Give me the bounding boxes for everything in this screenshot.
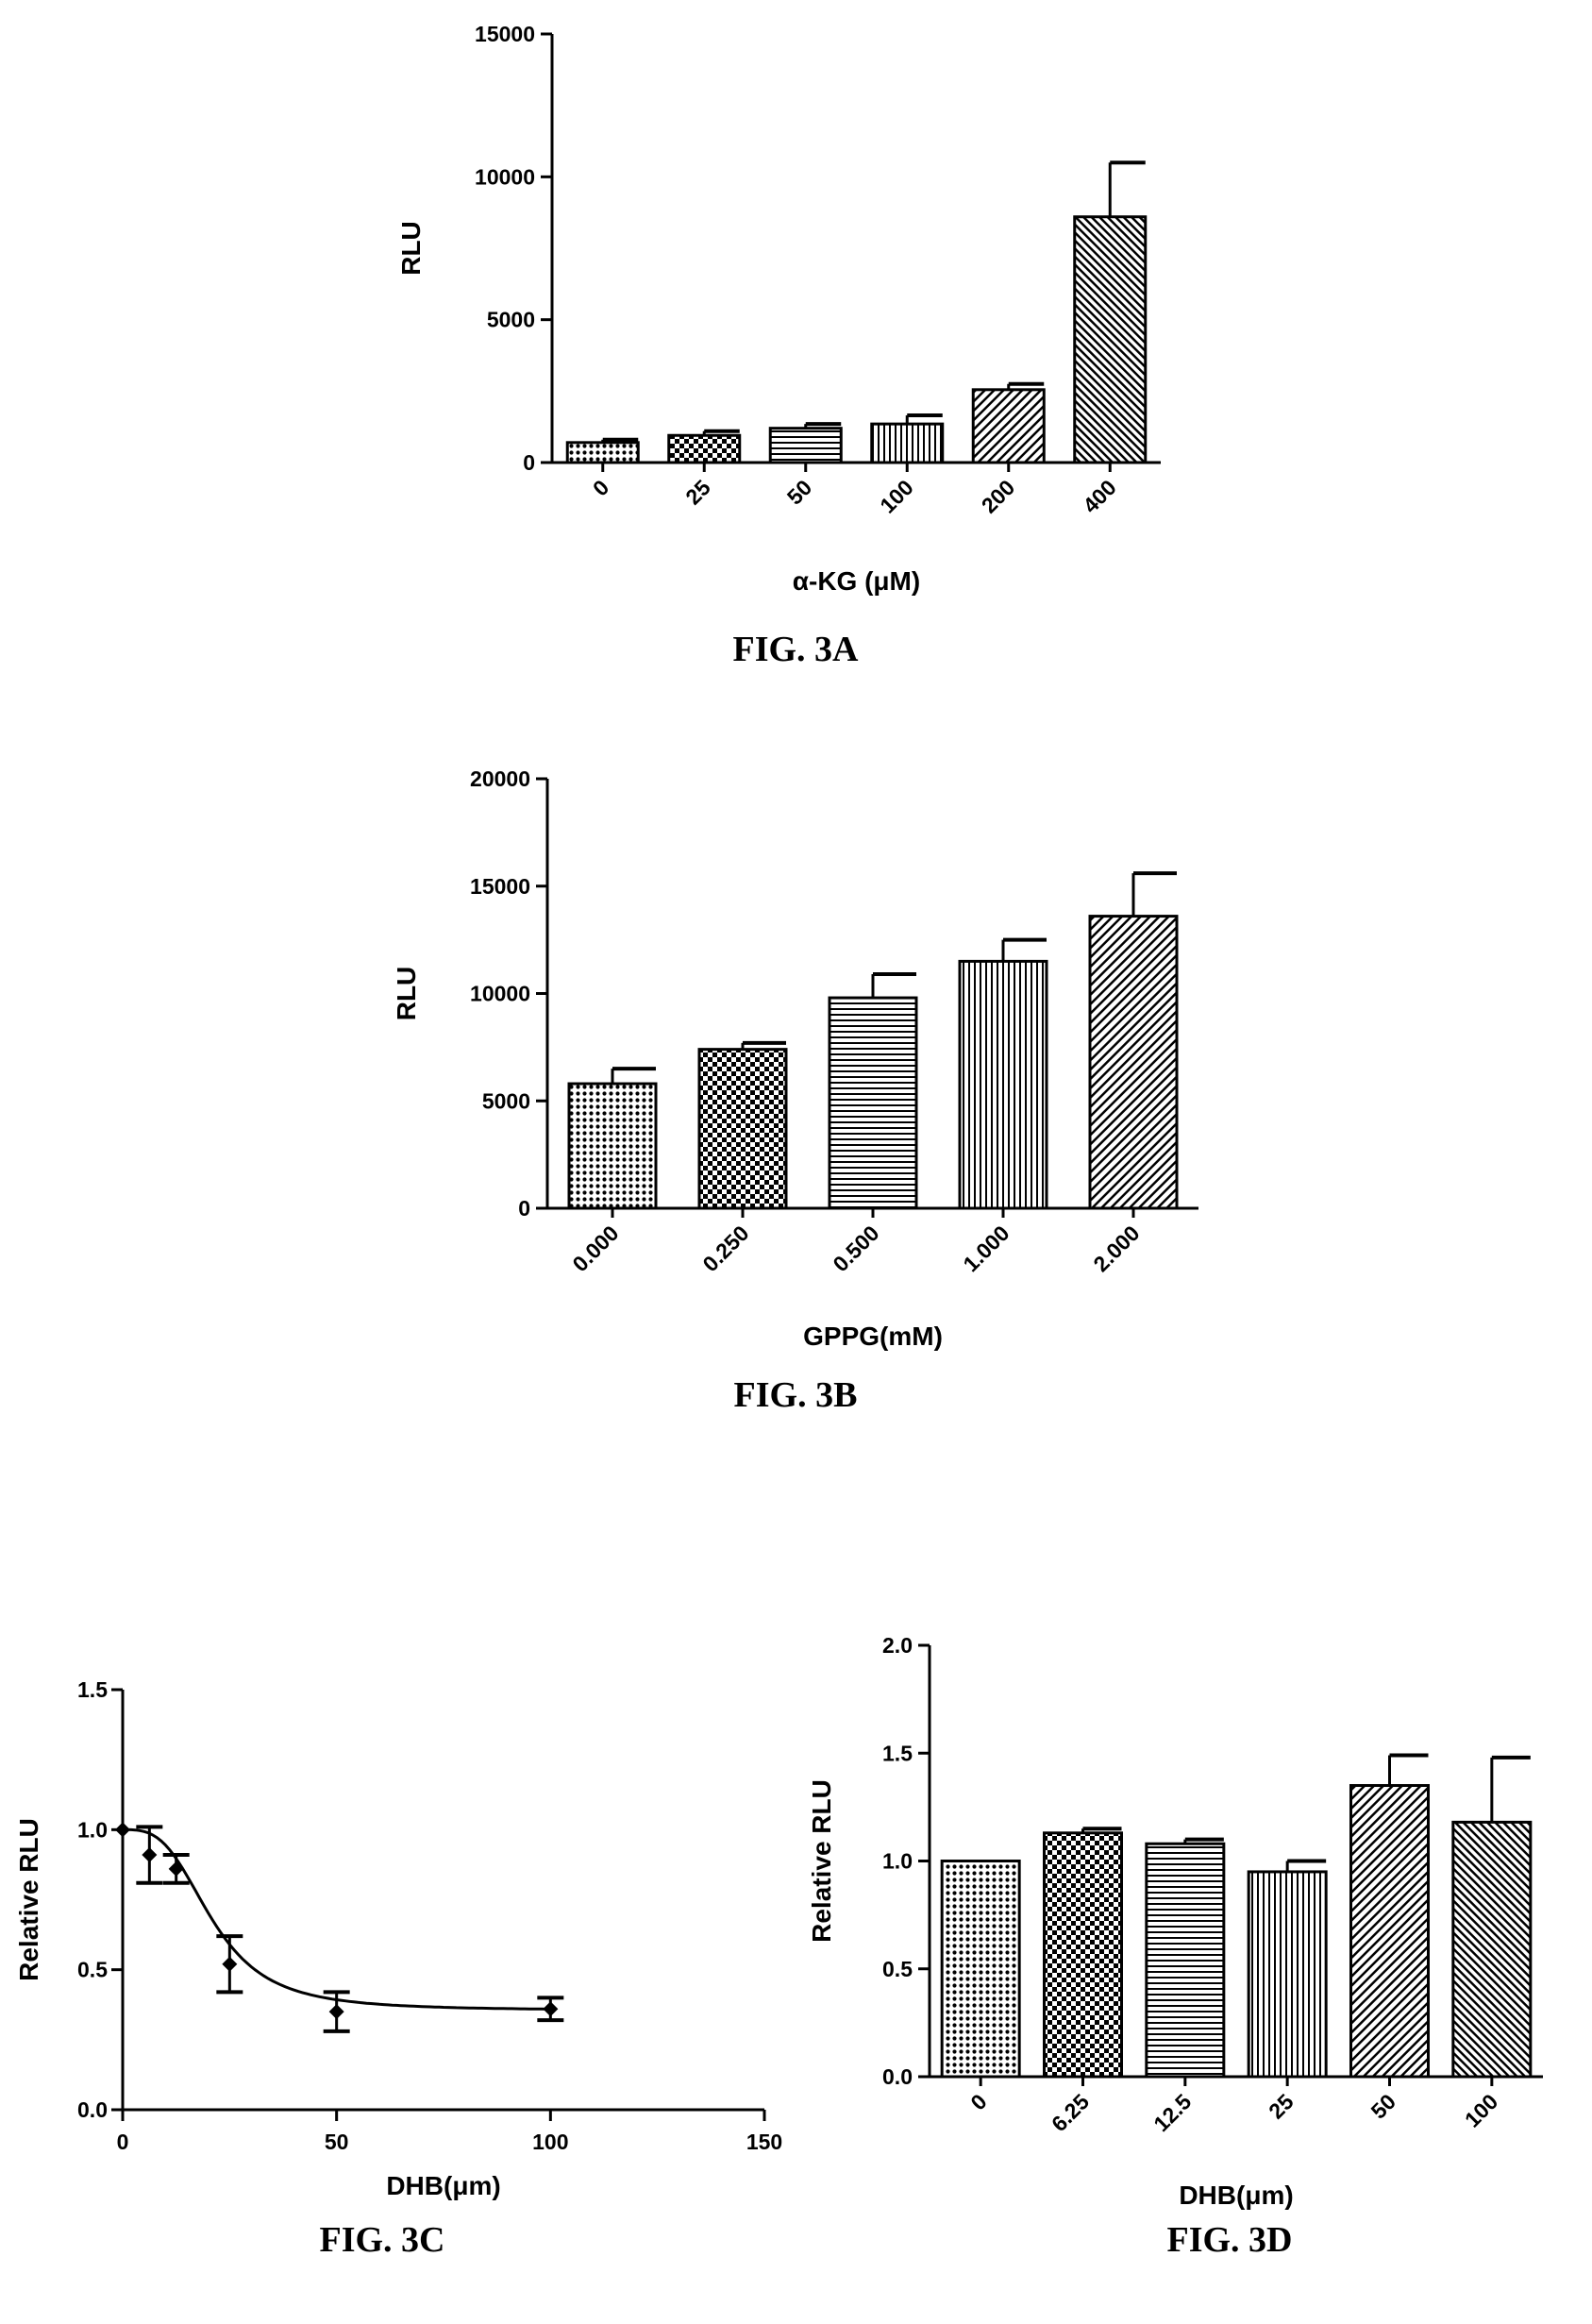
x-tick-label: 0.000 (567, 1221, 623, 1276)
x-tick-label: 0 (117, 2130, 129, 2154)
x-tick-label: 12.5 (1148, 2089, 1196, 2136)
bar (697, 1048, 788, 1210)
x-axis-title: DHB(μm) (1179, 2181, 1293, 2210)
y-tick-label: 10000 (470, 982, 530, 1006)
figure-caption-d: FIG. 3D (1167, 2220, 1293, 2260)
x-tick-label: 25 (1264, 2089, 1299, 2124)
y-axis-title: RLU (392, 967, 421, 1021)
bar (940, 1860, 1021, 2079)
chart-panel-a: 0 5000 10000 15000 0 25 50 100 200 400 α-KG (μM) RL… (396, 22, 1161, 596)
x-tick-label: 50 (1366, 2089, 1400, 2123)
y-tick-label: 0.5 (77, 1958, 108, 1982)
y-tick-label: 0 (518, 1196, 530, 1221)
chart-panel-d: 0.0 0.5 1.0 1.5 2.0 0 6.25 12.5 25 50 100 DHB(μm) Re… (807, 1633, 1543, 2210)
bar (1247, 1870, 1328, 2079)
x-tick-label: 1.000 (958, 1221, 1014, 1276)
y-tick-label: 1.0 (882, 1849, 913, 1874)
bar (667, 433, 742, 464)
y-tick-label: 0.0 (77, 2097, 108, 2122)
bar (958, 959, 1048, 1210)
y-axis-title: RLU (396, 221, 426, 276)
bar (1451, 1820, 1533, 2079)
data-point (543, 2001, 559, 2017)
bar (1073, 215, 1148, 464)
y-tick-label: 0.5 (882, 1957, 913, 1981)
bar (768, 427, 843, 464)
bar (828, 996, 918, 1210)
data-point (328, 2004, 344, 2020)
x-tick-label: 0.500 (828, 1221, 883, 1276)
x-tick-label: 50 (782, 475, 816, 509)
x-tick-label: 100 (1460, 2089, 1503, 2132)
y-tick-label: 20000 (470, 766, 530, 791)
bar (565, 441, 640, 464)
x-tick-label: 0 (965, 2089, 991, 2114)
x-axis-title: GPPG(mM) (803, 1322, 943, 1351)
x-axis-title: α-KG (μM) (793, 566, 920, 596)
x-tick-label: 150 (746, 2130, 782, 2154)
x-tick-label: 100 (532, 2130, 568, 2154)
y-tick-label: 5000 (487, 308, 535, 332)
bar (567, 1082, 658, 1210)
y-tick-label: 5000 (482, 1088, 530, 1113)
y-tick-label: 1.5 (882, 1741, 913, 1765)
figure-caption-a: FIG. 3A (733, 630, 860, 669)
x-tick-label: 2.000 (1088, 1221, 1144, 1276)
chart-panel-b: 0 5000 10000 15000 20000 0.000 0.250 0.500 1.000… (392, 766, 1198, 1351)
y-tick-label: 1.0 (77, 1817, 108, 1842)
x-tick-label: 50 (325, 2130, 349, 2154)
bar (870, 422, 945, 464)
x-tick-label: 0.250 (697, 1221, 753, 1276)
bar (1043, 1831, 1123, 2079)
x-tick-label: 6.25 (1047, 2089, 1094, 2136)
y-tick-label: 0 (523, 450, 535, 475)
bar (1349, 1784, 1430, 2079)
data-point (168, 1861, 184, 1877)
figure-caption-b: FIG. 3B (734, 1375, 858, 1415)
y-tick-label: 15000 (470, 874, 530, 899)
bar (1088, 915, 1179, 1210)
y-axis-title: Relative RLU (14, 1818, 43, 1981)
x-axis-title: DHB(μm) (386, 2171, 500, 2200)
x-tick-label: 0 (588, 475, 613, 500)
y-tick-label: 2.0 (882, 1633, 913, 1658)
y-tick-label: 15000 (475, 22, 535, 46)
figure-caption-c: FIG. 3C (320, 2220, 445, 2260)
y-tick-label: 1.5 (77, 1677, 108, 1702)
y-tick-label: 10000 (475, 164, 535, 189)
x-tick-label: 100 (875, 475, 918, 518)
data-point (222, 1956, 238, 1972)
x-tick-label: 25 (680, 475, 715, 510)
data-point (115, 1822, 130, 1838)
x-tick-label: 200 (977, 475, 1020, 518)
chart-panel-c: 0.0 0.5 1.0 1.5 0 50 100 150 DHB(μm) Relative RLU (14, 1677, 782, 2200)
data-point (142, 1847, 158, 1863)
y-tick-label: 0.0 (882, 2064, 913, 2089)
bar (971, 388, 1046, 464)
bar (1145, 1842, 1226, 2079)
x-tick-label: 400 (1078, 475, 1121, 518)
y-axis-title: Relative RLU (807, 1779, 836, 1943)
